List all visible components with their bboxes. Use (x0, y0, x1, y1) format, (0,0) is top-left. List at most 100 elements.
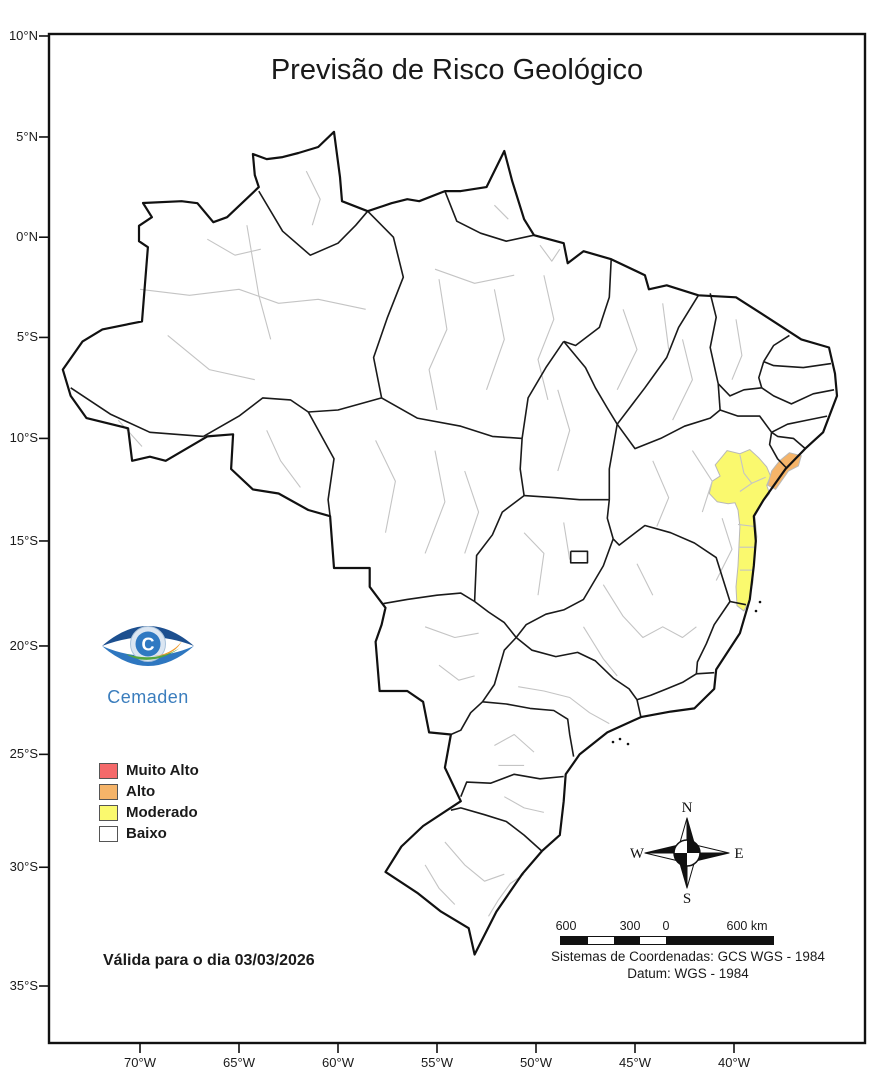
validity-note: Válida para o dia 03/03/2026 (103, 952, 315, 969)
legend-swatch (99, 804, 118, 821)
microregion-border (672, 339, 693, 421)
state-border (608, 424, 618, 500)
microregion-border (139, 288, 366, 310)
microregion-border (523, 532, 545, 596)
microregion-border (662, 303, 670, 350)
state-border (763, 360, 832, 369)
microregion-border (444, 841, 505, 882)
microregion-border (539, 244, 561, 262)
state-border (696, 671, 715, 675)
scale-bar-label: 0 (662, 919, 670, 933)
state-border (757, 361, 765, 389)
lat-tick-label: 20°S (9, 637, 38, 653)
legend-item: Baixo (99, 823, 199, 844)
risk-region-moderado (708, 449, 772, 612)
state-border (307, 411, 335, 517)
microregion-border (266, 430, 301, 488)
scale-segment (588, 937, 614, 944)
state-border (481, 636, 517, 703)
state-border (450, 701, 484, 736)
legend-swatch (99, 825, 118, 842)
state-border (473, 494, 525, 602)
state-border (606, 499, 614, 540)
state-border (695, 601, 731, 674)
lon-tick-label: 70°W (124, 1055, 156, 1070)
legend-label: Baixo (126, 825, 167, 842)
legend-label: Muito Alto (126, 762, 199, 779)
island-dot (754, 609, 758, 613)
state-border (616, 294, 700, 425)
scale-bar-label: 600 km (726, 919, 768, 933)
page-title: Previsão de Risco Geológico (270, 54, 644, 86)
lon-tick-label: 45°W (619, 1055, 651, 1070)
state-border (768, 432, 788, 469)
lat-tick-label: 0°N (16, 229, 38, 245)
microregion-border (737, 523, 755, 528)
state-border (563, 340, 618, 425)
microregion-border (563, 522, 571, 560)
microregion-border (494, 204, 509, 220)
microregion-border (424, 626, 479, 639)
lat-tick-label: 35°S (9, 978, 38, 993)
microregion-border (583, 626, 618, 677)
map-layers (61, 130, 839, 956)
state-border (70, 387, 204, 438)
microregion-border (652, 460, 670, 527)
coordinate-system-credits: Sistemas de Coordenadas: GCS WGS - 1984 … (526, 948, 850, 982)
state-border (203, 397, 309, 438)
scale-bar-label: 300 (619, 919, 641, 933)
state-border (636, 699, 642, 718)
lat-tick-label: 25°S (9, 746, 38, 762)
state-border (771, 415, 828, 434)
microregion-border (739, 454, 753, 484)
state-border (383, 592, 476, 605)
state-border (444, 190, 535, 242)
microregion-border (636, 563, 654, 596)
scale-segment (614, 937, 640, 944)
microregion-border (518, 686, 610, 725)
state-border (717, 383, 721, 411)
microregion-border (488, 873, 525, 917)
lat-tick-label: 10°S (9, 430, 38, 446)
state-border (482, 701, 575, 757)
microregion-border (428, 279, 448, 411)
state-border (636, 673, 697, 701)
state-border (569, 550, 589, 564)
microregion-border (464, 470, 480, 554)
lat-tick-label: 10°N (8, 27, 38, 43)
lon-tick-label: 40°W (718, 1055, 750, 1070)
state-border (450, 807, 543, 852)
brazil-outline (61, 130, 839, 956)
state-border (524, 494, 610, 501)
microregion-border (434, 268, 515, 284)
state-border (761, 387, 835, 405)
microregion-border (424, 864, 456, 905)
state-border (717, 383, 762, 397)
lon-tick-label: 65°W (223, 1055, 255, 1070)
compass-north-label: N (682, 800, 693, 816)
credit-line-2: Datum: WGS - 1984 (627, 966, 749, 981)
state-border (381, 397, 523, 440)
state-border (519, 438, 525, 496)
compass-west-label: W (630, 846, 645, 862)
state-border (460, 773, 564, 797)
microregion-border (537, 275, 555, 401)
microregion-border (246, 225, 272, 340)
state-border (474, 600, 517, 638)
map-frame (47, 32, 867, 1045)
state-border (729, 600, 747, 606)
state-border (616, 409, 721, 450)
state-border (308, 397, 382, 413)
state-border (771, 431, 806, 450)
microregion-border (117, 419, 143, 447)
island-dot (611, 740, 615, 744)
state-border (763, 334, 790, 363)
microregion-border (438, 664, 475, 681)
lat-tick-label: 15°S (9, 532, 38, 548)
state-border (563, 259, 612, 347)
legend-label: Alto (126, 783, 156, 800)
microregion-border (616, 309, 638, 391)
state-border (719, 409, 773, 433)
state-border (709, 293, 719, 384)
